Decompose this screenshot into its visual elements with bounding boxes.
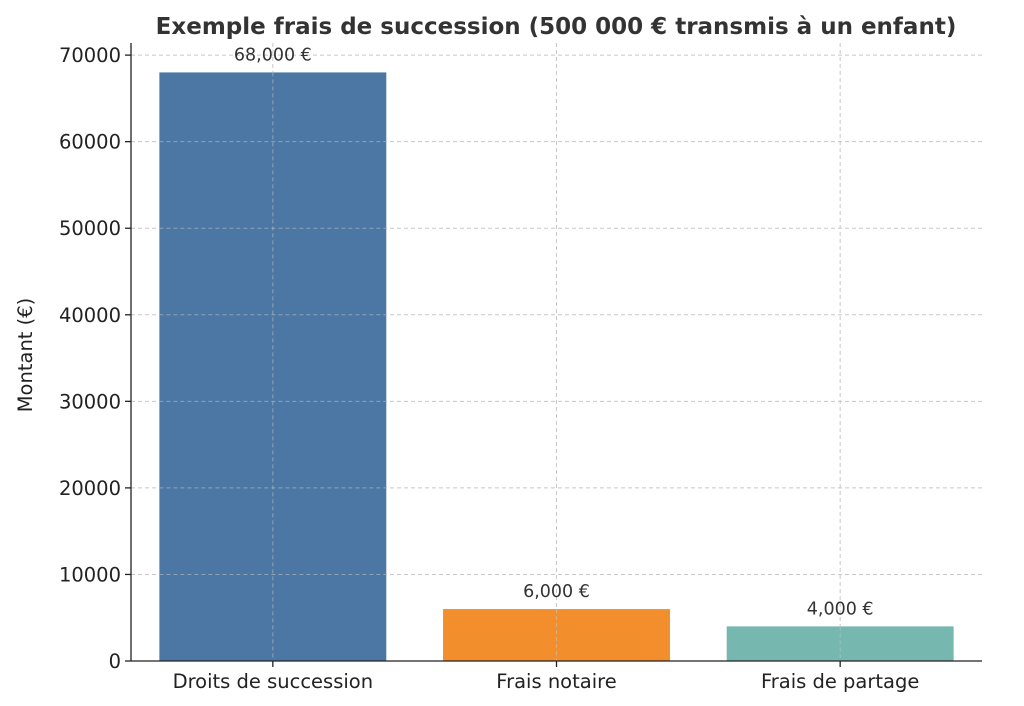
- bars: [159, 72, 954, 661]
- x-tick-label: Frais de partage: [761, 670, 919, 693]
- x-tick-label: Frais notaire: [496, 670, 616, 693]
- y-tick-label: 70000: [59, 44, 121, 67]
- y-tick-label: 40000: [59, 304, 121, 327]
- bar-data-label: 4,000 €: [807, 599, 874, 619]
- axes: [125, 43, 982, 667]
- y-tick-label: 20000: [59, 477, 121, 500]
- y-tick-label: 10000: [59, 563, 121, 586]
- y-tick-label: 60000: [59, 131, 121, 154]
- y-tick-label: 0: [109, 650, 121, 673]
- labels: 0 10000 20000 30000 40000 50000 60000 70000 Droi…: [59, 44, 919, 693]
- chart-title: Exemple frais de succession (500 000 € t…: [156, 14, 957, 40]
- y-tick-label: 50000: [59, 217, 121, 240]
- bar-data-label: 6,000 €: [523, 582, 590, 602]
- y-axis-label: Montant (€): [14, 298, 37, 413]
- x-tick-label: Droits de succession: [173, 670, 374, 693]
- bar-data-label: 68,000 €: [234, 45, 312, 65]
- y-tick-label: 30000: [59, 390, 121, 413]
